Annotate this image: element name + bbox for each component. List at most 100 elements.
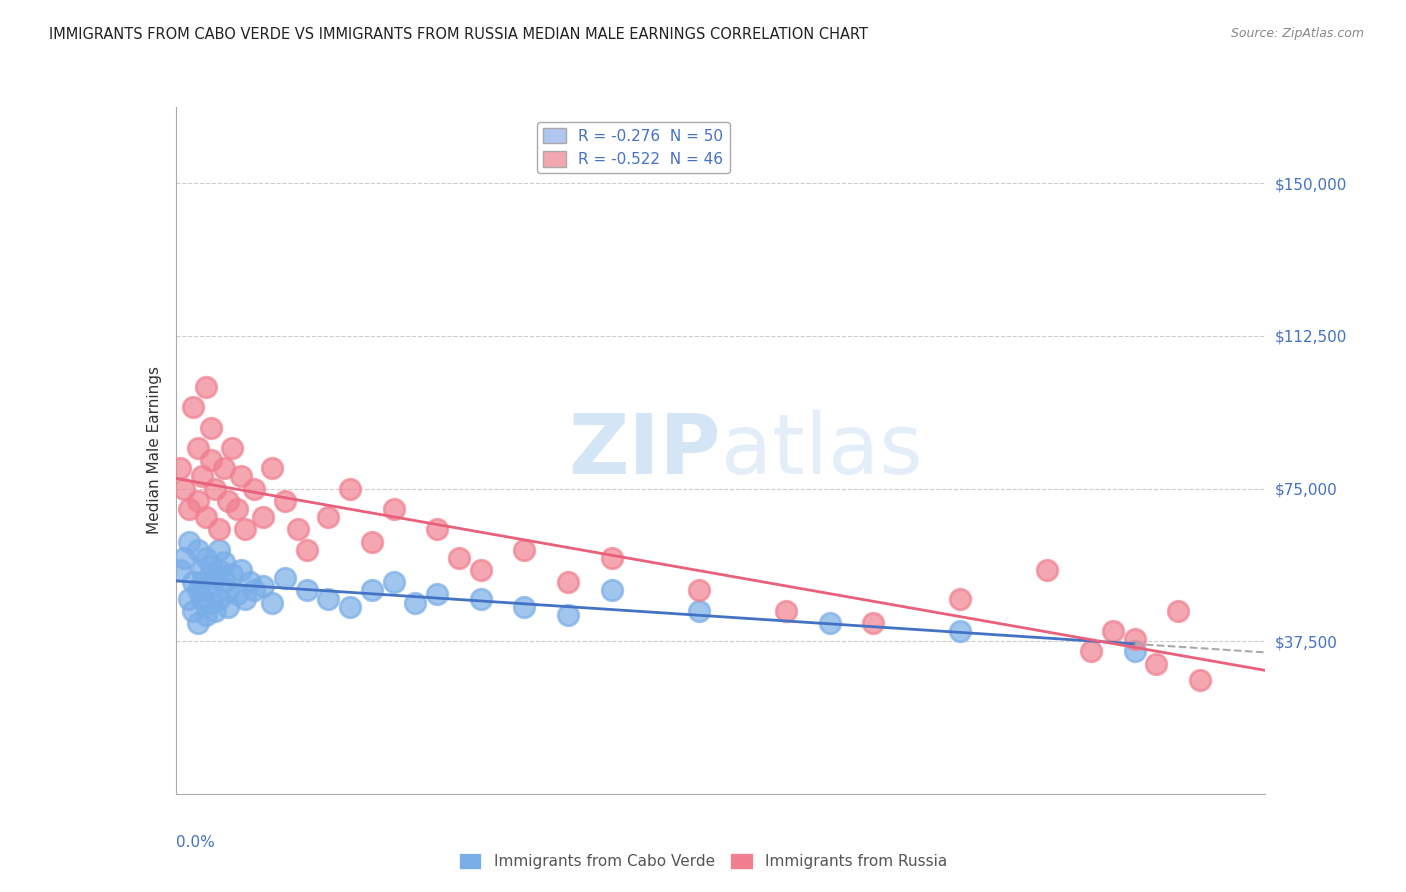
Point [212, 461, 235, 475]
Point [470, 563, 492, 577]
Point [600, 550, 623, 565]
Point [186, 493, 209, 508]
Point [225, 502, 247, 516]
Point [200, 596, 222, 610]
Point [239, 575, 262, 590]
Point [360, 583, 382, 598]
Point [195, 380, 218, 394]
Point [186, 441, 209, 455]
Point [217, 493, 239, 508]
Point [318, 591, 340, 606]
Point [208, 522, 231, 536]
Point [405, 596, 427, 610]
Point [181, 604, 204, 618]
Point [1189, 673, 1212, 687]
Point [287, 522, 309, 536]
Point [208, 542, 231, 557]
Point [260, 596, 283, 610]
Point [470, 591, 492, 606]
Point [200, 453, 222, 467]
Point [1123, 632, 1146, 647]
Text: 0.0%: 0.0% [176, 835, 215, 850]
Point [447, 550, 470, 565]
Point [318, 510, 340, 524]
Point [200, 420, 222, 434]
Point [173, 482, 195, 496]
Point [688, 583, 710, 598]
Point [191, 575, 214, 590]
Point [1102, 624, 1125, 638]
Point [191, 469, 214, 483]
Point [231, 563, 253, 577]
Point [818, 615, 841, 630]
Point [221, 567, 243, 582]
Point [295, 583, 318, 598]
Point [217, 583, 239, 598]
Point [191, 563, 214, 577]
Point [513, 599, 536, 614]
Point [177, 591, 200, 606]
Point [274, 571, 297, 585]
Point [949, 591, 972, 606]
Point [221, 441, 243, 455]
Point [204, 482, 226, 496]
Point [382, 575, 405, 590]
Point [862, 615, 884, 630]
Point [426, 522, 449, 536]
Point [204, 604, 226, 618]
Point [426, 587, 449, 601]
Point [949, 624, 972, 638]
Point [186, 615, 209, 630]
Point [1036, 563, 1059, 577]
Point [200, 558, 222, 573]
Point [173, 550, 195, 565]
Point [260, 461, 283, 475]
Point [557, 575, 579, 590]
Point [688, 604, 710, 618]
Point [212, 555, 235, 569]
Point [600, 583, 623, 598]
Point [169, 461, 191, 475]
Text: atlas: atlas [721, 410, 922, 491]
Point [231, 469, 253, 483]
Point [191, 591, 214, 606]
Point [186, 542, 209, 557]
Point [186, 583, 209, 598]
Point [195, 607, 218, 622]
Point [177, 534, 200, 549]
Point [169, 563, 191, 577]
Point [274, 493, 297, 508]
Point [212, 575, 235, 590]
Point [235, 591, 257, 606]
Point [557, 607, 579, 622]
Point [225, 587, 247, 601]
Point [181, 401, 204, 415]
Point [181, 575, 204, 590]
Legend: Immigrants from Cabo Verde, Immigrants from Russia: Immigrants from Cabo Verde, Immigrants f… [453, 847, 953, 875]
Point [360, 534, 382, 549]
Point [208, 591, 231, 606]
Point [204, 571, 226, 585]
Point [339, 599, 361, 614]
Legend: R = -0.276  N = 50, R = -0.522  N = 46: R = -0.276 N = 50, R = -0.522 N = 46 [537, 121, 730, 173]
Point [208, 563, 231, 577]
Point [382, 502, 405, 516]
Y-axis label: Median Male Earnings: Median Male Earnings [146, 367, 162, 534]
Text: IMMIGRANTS FROM CABO VERDE VS IMMIGRANTS FROM RUSSIA MEDIAN MALE EARNINGS CORREL: IMMIGRANTS FROM CABO VERDE VS IMMIGRANTS… [49, 27, 869, 42]
Point [243, 583, 266, 598]
Point [1144, 657, 1167, 671]
Point [513, 542, 536, 557]
Point [195, 510, 218, 524]
Point [295, 542, 318, 557]
Text: Source: ZipAtlas.com: Source: ZipAtlas.com [1230, 27, 1364, 40]
Point [217, 599, 239, 614]
Point [1167, 604, 1189, 618]
Point [177, 502, 200, 516]
Point [195, 550, 218, 565]
Text: ZIP: ZIP [568, 410, 721, 491]
Point [243, 482, 266, 496]
Point [1080, 644, 1102, 658]
Point [252, 579, 274, 593]
Point [252, 510, 274, 524]
Point [195, 583, 218, 598]
